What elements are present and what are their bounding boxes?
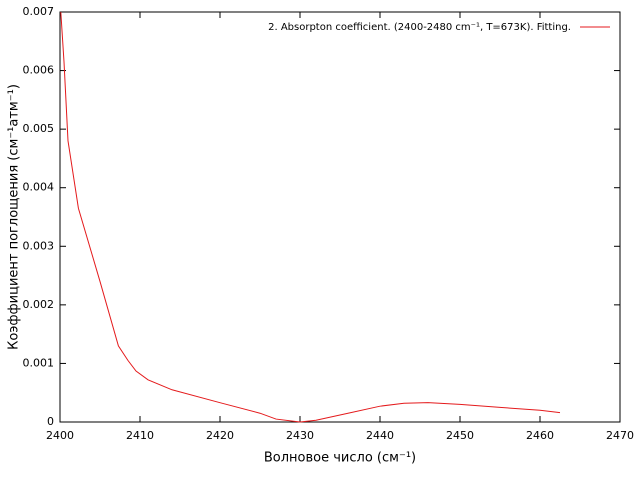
x-tick-label: 2410 (126, 429, 154, 442)
x-tick-label: 2440 (366, 429, 394, 442)
y-tick-label: 0.003 (23, 239, 55, 252)
x-tick-label: 2460 (526, 429, 554, 442)
data-line (60, 11, 561, 423)
y-tick-label: 0.006 (23, 64, 55, 77)
y-tick-label: 0.004 (23, 181, 55, 194)
x-axis-title: Волновое число (см⁻¹) (264, 451, 416, 466)
y-axis-title: Коэффициент поглощения (см⁻¹атм⁻¹) (7, 84, 22, 350)
x-tick-label: 2420 (206, 429, 234, 442)
y-tick-label: 0 (47, 415, 54, 428)
x-tick-label: 2450 (446, 429, 474, 442)
y-tick-label: 0.005 (23, 122, 55, 135)
y-tick-label: 0.007 (23, 5, 55, 18)
y-tick-label: 0.002 (23, 298, 55, 311)
x-tick-label: 2400 (46, 429, 74, 442)
legend-label: 2. Absorpton coefficient. (2400-2480 cm⁻… (268, 22, 571, 33)
x-tick-label: 2470 (606, 429, 634, 442)
plot-border (59, 11, 621, 423)
x-tick-label: 2430 (286, 429, 314, 442)
y-tick-label: 0.001 (23, 356, 55, 369)
